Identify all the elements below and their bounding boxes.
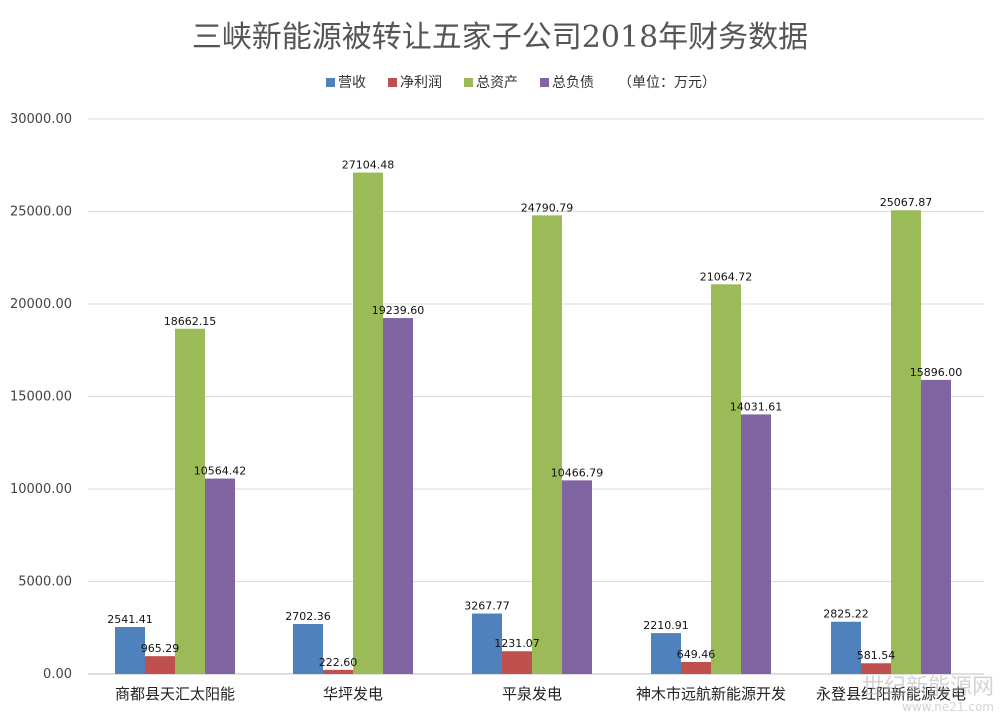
watermark: 世纪新能源网 www.ne21.com <box>862 675 994 714</box>
x-axis-ticks: 商都县天汇太阳能 华坪发电 平泉发电 神木市远航新能源开发 永登县红阳新能源发电 <box>115 685 966 703</box>
legend-swatch <box>540 78 549 87</box>
legend-swatch <box>464 78 473 87</box>
bar <box>891 210 921 675</box>
data-label: 18662.15 <box>164 315 217 328</box>
bar <box>293 624 323 674</box>
bar <box>831 621 861 674</box>
x-tick-label: 平泉发电 <box>502 685 562 703</box>
bar <box>502 651 532 674</box>
data-label: 2702.36 <box>285 610 331 623</box>
data-label: 15896.00 <box>910 366 963 379</box>
y-tick-label: 15000.00 <box>10 390 72 405</box>
x-tick-label: 华坪发电 <box>323 685 383 703</box>
bar <box>383 318 413 674</box>
data-label: 581.54 <box>857 649 896 662</box>
bar <box>651 633 681 674</box>
legend-swatch <box>388 78 397 87</box>
bar <box>115 626 145 674</box>
legend: 营收 净利润 总资产 总负债 （单位：万元） <box>326 75 716 91</box>
legend-label: 总负债 <box>552 75 594 91</box>
bar <box>711 284 741 674</box>
y-tick-label: 0.00 <box>43 667 72 682</box>
bar <box>145 656 175 674</box>
data-labels: 2541.41 965.29 18662.15 10564.42 2702.36 222.… <box>107 159 962 669</box>
data-label: 14031.61 <box>730 400 783 413</box>
bar <box>532 215 562 674</box>
data-label: 25067.87 <box>880 196 933 209</box>
data-label: 965.29 <box>141 642 180 655</box>
data-label: 27104.48 <box>342 159 395 172</box>
data-label: 21064.72 <box>700 270 753 283</box>
data-label: 2541.41 <box>107 613 153 626</box>
bar <box>921 379 951 674</box>
legend-label: 营收 <box>338 75 366 91</box>
chart-title: 三峡新能源被转让五家子公司2018年财务数据 <box>192 20 808 55</box>
bar <box>861 663 891 674</box>
data-label: 222.60 <box>319 656 358 669</box>
x-tick-label: 神木市远航新能源开发 <box>636 685 786 703</box>
data-label: 2210.91 <box>643 619 689 632</box>
data-label: 10466.79 <box>551 466 604 479</box>
legend-label: 净利润 <box>400 75 442 91</box>
y-tick-label: 20000.00 <box>10 297 72 312</box>
bar <box>353 172 383 674</box>
y-tick-label: 10000.00 <box>10 482 72 497</box>
bar <box>175 328 205 674</box>
data-label: 649.46 <box>677 648 716 661</box>
data-label: 24790.79 <box>521 201 574 214</box>
data-label: 1231.07 <box>494 637 540 650</box>
y-tick-label: 30000.00 <box>10 112 72 127</box>
data-label: 3267.77 <box>464 600 510 613</box>
bar <box>205 478 235 674</box>
watermark-url: www.ne21.com <box>902 700 994 714</box>
data-label: 2825.22 <box>823 608 869 621</box>
bar <box>741 414 771 674</box>
data-label: 19239.60 <box>372 304 425 317</box>
y-axis-ticks: 0.00 5000.00 10000.00 15000.00 20000.00 25000… <box>10 112 72 682</box>
y-tick-label: 25000.00 <box>10 205 72 220</box>
bars <box>115 172 951 675</box>
data-label: 10564.42 <box>194 465 247 478</box>
x-tick-label: 商都县天汇太阳能 <box>115 685 235 703</box>
bar <box>681 661 711 674</box>
watermark-text: 世纪新能源网 <box>862 675 994 700</box>
legend-swatch <box>326 78 335 87</box>
bar <box>323 669 353 674</box>
bar <box>472 613 502 674</box>
legend-label: 总资产 <box>476 75 518 91</box>
y-tick-label: 5000.00 <box>18 575 72 590</box>
x-tick-label: 永登县红阳新能源发电 <box>816 685 966 703</box>
bar <box>562 480 592 674</box>
legend-unit: （单位：万元） <box>618 75 716 91</box>
